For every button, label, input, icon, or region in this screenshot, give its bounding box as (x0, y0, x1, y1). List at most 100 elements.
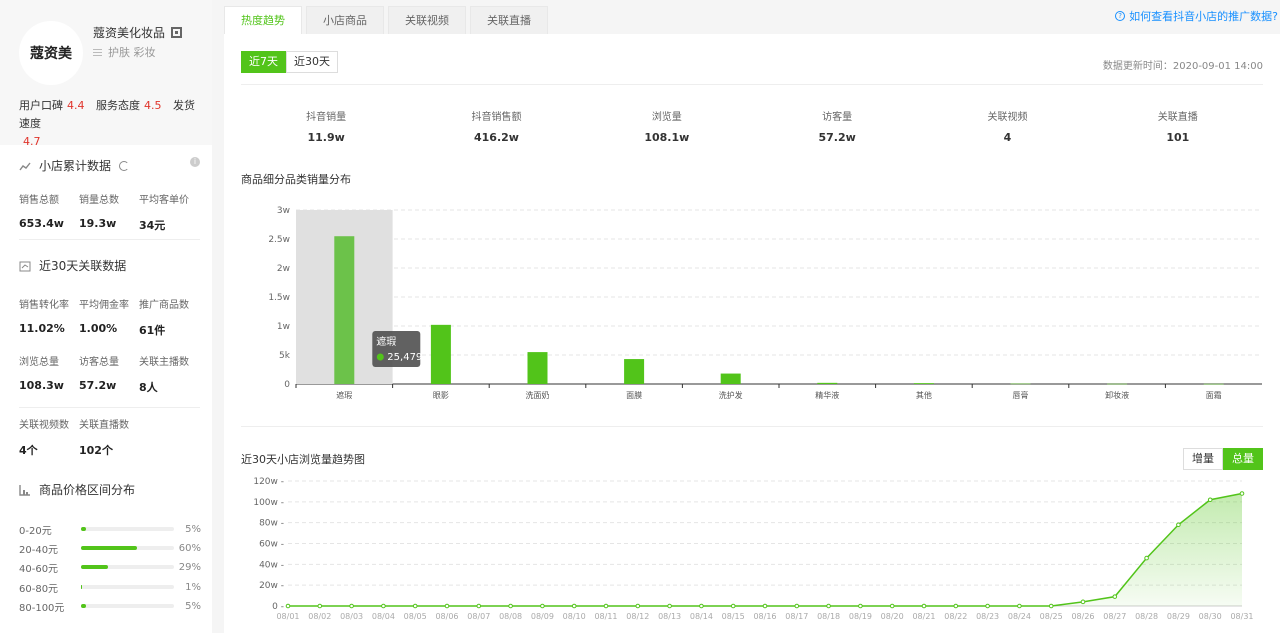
shop-category: 护肤 彩妆 (108, 46, 156, 59)
data-point[interactable] (381, 603, 386, 609)
stat-item: 销量总数 19.3w (79, 194, 139, 233)
stat-label: 浏览总量 (19, 357, 59, 368)
cumulative-section-header: 小店累计数据 i (19, 157, 200, 174)
refresh-icon[interactable] (119, 160, 130, 171)
data-point[interactable] (285, 603, 291, 609)
data-point[interactable] (794, 603, 800, 609)
metric-item: 访客量 57.2w (752, 108, 922, 144)
bar[interactable] (720, 373, 741, 384)
divider (241, 84, 1263, 85)
rating-label: 发货速度 (19, 99, 195, 130)
data-point[interactable] (699, 603, 704, 609)
range-7d-button[interactable]: 近7天 (241, 51, 286, 73)
data-point[interactable] (508, 603, 513, 609)
y-tick-label: 80w - (259, 519, 284, 529)
stat-value: 57.2w (79, 379, 117, 392)
data-point[interactable] (349, 603, 354, 609)
range-30d-button[interactable]: 近30天 (286, 51, 338, 73)
bar[interactable] (527, 352, 548, 384)
metric-label: 访客量 (822, 112, 853, 123)
rating-value: 4.5 (144, 99, 162, 112)
data-point[interactable] (540, 603, 545, 609)
price-title: 商品价格区间分布 (39, 483, 136, 497)
bar[interactable] (817, 382, 838, 384)
data-point[interactable] (1144, 555, 1149, 561)
data-point[interactable] (953, 603, 959, 609)
data-point[interactable] (858, 603, 863, 609)
x-tick-label: 08/29 (1167, 612, 1190, 621)
data-point[interactable] (476, 603, 482, 609)
tooltip-marker (376, 353, 384, 361)
data-point[interactable] (444, 603, 450, 609)
data-point[interactable] (730, 603, 736, 609)
metric-item: 浏览量 108.1w (582, 108, 752, 144)
stat-item: 平均客单价 34元 (139, 194, 199, 233)
data-point[interactable] (1080, 599, 1086, 605)
tab-videos[interactable]: 关联视频 (388, 6, 466, 34)
data-point[interactable] (1176, 522, 1181, 528)
x-tick-label: 面霜 (1206, 391, 1222, 400)
stat-item: 平均佣金率 1.00% (79, 299, 139, 338)
x-tick-label: 08/23 (976, 612, 999, 621)
price-bar (81, 527, 174, 531)
help-link[interactable]: ? 如何查看抖音小店的推广数据? (1115, 8, 1278, 24)
category-bar-chart[interactable]: 05k1w1.5w2w2.5w3w遮瑕 眼影 洗面奶 面膜 洗护发 精华液 其他 唇膏 卸妆液面… (224, 194, 1280, 434)
data-point[interactable] (571, 603, 577, 609)
bar[interactable] (1203, 383, 1224, 385)
bar[interactable] (1107, 383, 1128, 385)
metric-item: 关联视频 4 (922, 108, 1092, 144)
data-point[interactable] (412, 603, 418, 609)
recent-stats-row-1: 销售转化率 11.02% 平均佣金率 1.00% 推广商品数 61件 (19, 299, 200, 338)
update-time: 数据更新时间：2020-09-01 14:00 (1102, 61, 1263, 72)
metric-label: 关联视频 (987, 112, 1028, 123)
incremental-button[interactable]: 增量 (1183, 448, 1223, 470)
stat-label: 关联直播数 (79, 420, 129, 431)
price-row: 60-80元 1% (19, 580, 201, 595)
tab-lives[interactable]: 关联直播 (470, 6, 548, 34)
data-point[interactable] (826, 603, 831, 609)
bar[interactable] (334, 236, 355, 384)
bar[interactable] (624, 359, 645, 384)
tab-trend[interactable]: 热度趋势 (224, 6, 302, 34)
price-row: 0-20元 5% (19, 522, 201, 537)
y-tick-label: 2.5w (268, 235, 290, 245)
data-point[interactable] (1112, 594, 1118, 599)
data-point[interactable] (317, 603, 323, 609)
divider (19, 407, 200, 408)
y-tick-label: 100w - (253, 498, 284, 508)
recent-stats-row-2: 浏览总量 108.3w 访客总量 57.2w 关联主播数 8人 (19, 356, 200, 395)
x-tick-label: 08/20 (881, 612, 904, 621)
x-tick-label: 08/26 (1071, 612, 1094, 621)
bar[interactable] (913, 383, 934, 384)
data-point[interactable] (985, 603, 990, 609)
tab-products[interactable]: 小店商品 (306, 6, 384, 34)
data-point[interactable] (889, 603, 895, 609)
bar[interactable] (430, 324, 451, 384)
data-point[interactable] (1239, 491, 1245, 496)
divider (19, 239, 200, 240)
price-bar-fill (81, 585, 82, 589)
data-point[interactable] (1017, 603, 1022, 609)
x-tick-label: 洗面奶 (526, 390, 550, 400)
x-tick-label: 面膜 (626, 390, 642, 400)
info-icon[interactable]: i (190, 157, 200, 167)
bar-chart-title: 商品细分品类销量分布 (241, 173, 351, 186)
total-button[interactable]: 总量 (1223, 448, 1263, 470)
data-point[interactable] (1207, 497, 1213, 503)
stat-label: 平均客单价 (139, 195, 189, 206)
data-point[interactable] (762, 603, 768, 609)
data-point[interactable] (603, 603, 609, 609)
qr-code-icon[interactable] (171, 27, 183, 38)
bar-chart-icon (19, 484, 30, 496)
data-point[interactable] (921, 603, 927, 609)
x-tick-label: 08/24 (1008, 612, 1031, 621)
data-point[interactable] (1048, 603, 1054, 609)
help-link-text: 如何查看抖音小店的推广数据? (1129, 10, 1278, 23)
views-trend-chart[interactable]: 0 - 20w - 40w - 60w - 80w - 100w - 120w - 08/01… (224, 474, 1280, 633)
y-tick-label: 1w (277, 322, 290, 332)
data-point[interactable] (635, 603, 641, 609)
data-point[interactable] (667, 603, 672, 609)
bar[interactable] (1010, 383, 1031, 385)
metric-item: 抖音销售额 416.2w (411, 108, 581, 144)
shop-sidebar: 蔻资美 蔻资美化妆品 护肤 彩妆 用户口碑 4.4 服务态度 4.5 发货速度 4.… (0, 0, 212, 633)
